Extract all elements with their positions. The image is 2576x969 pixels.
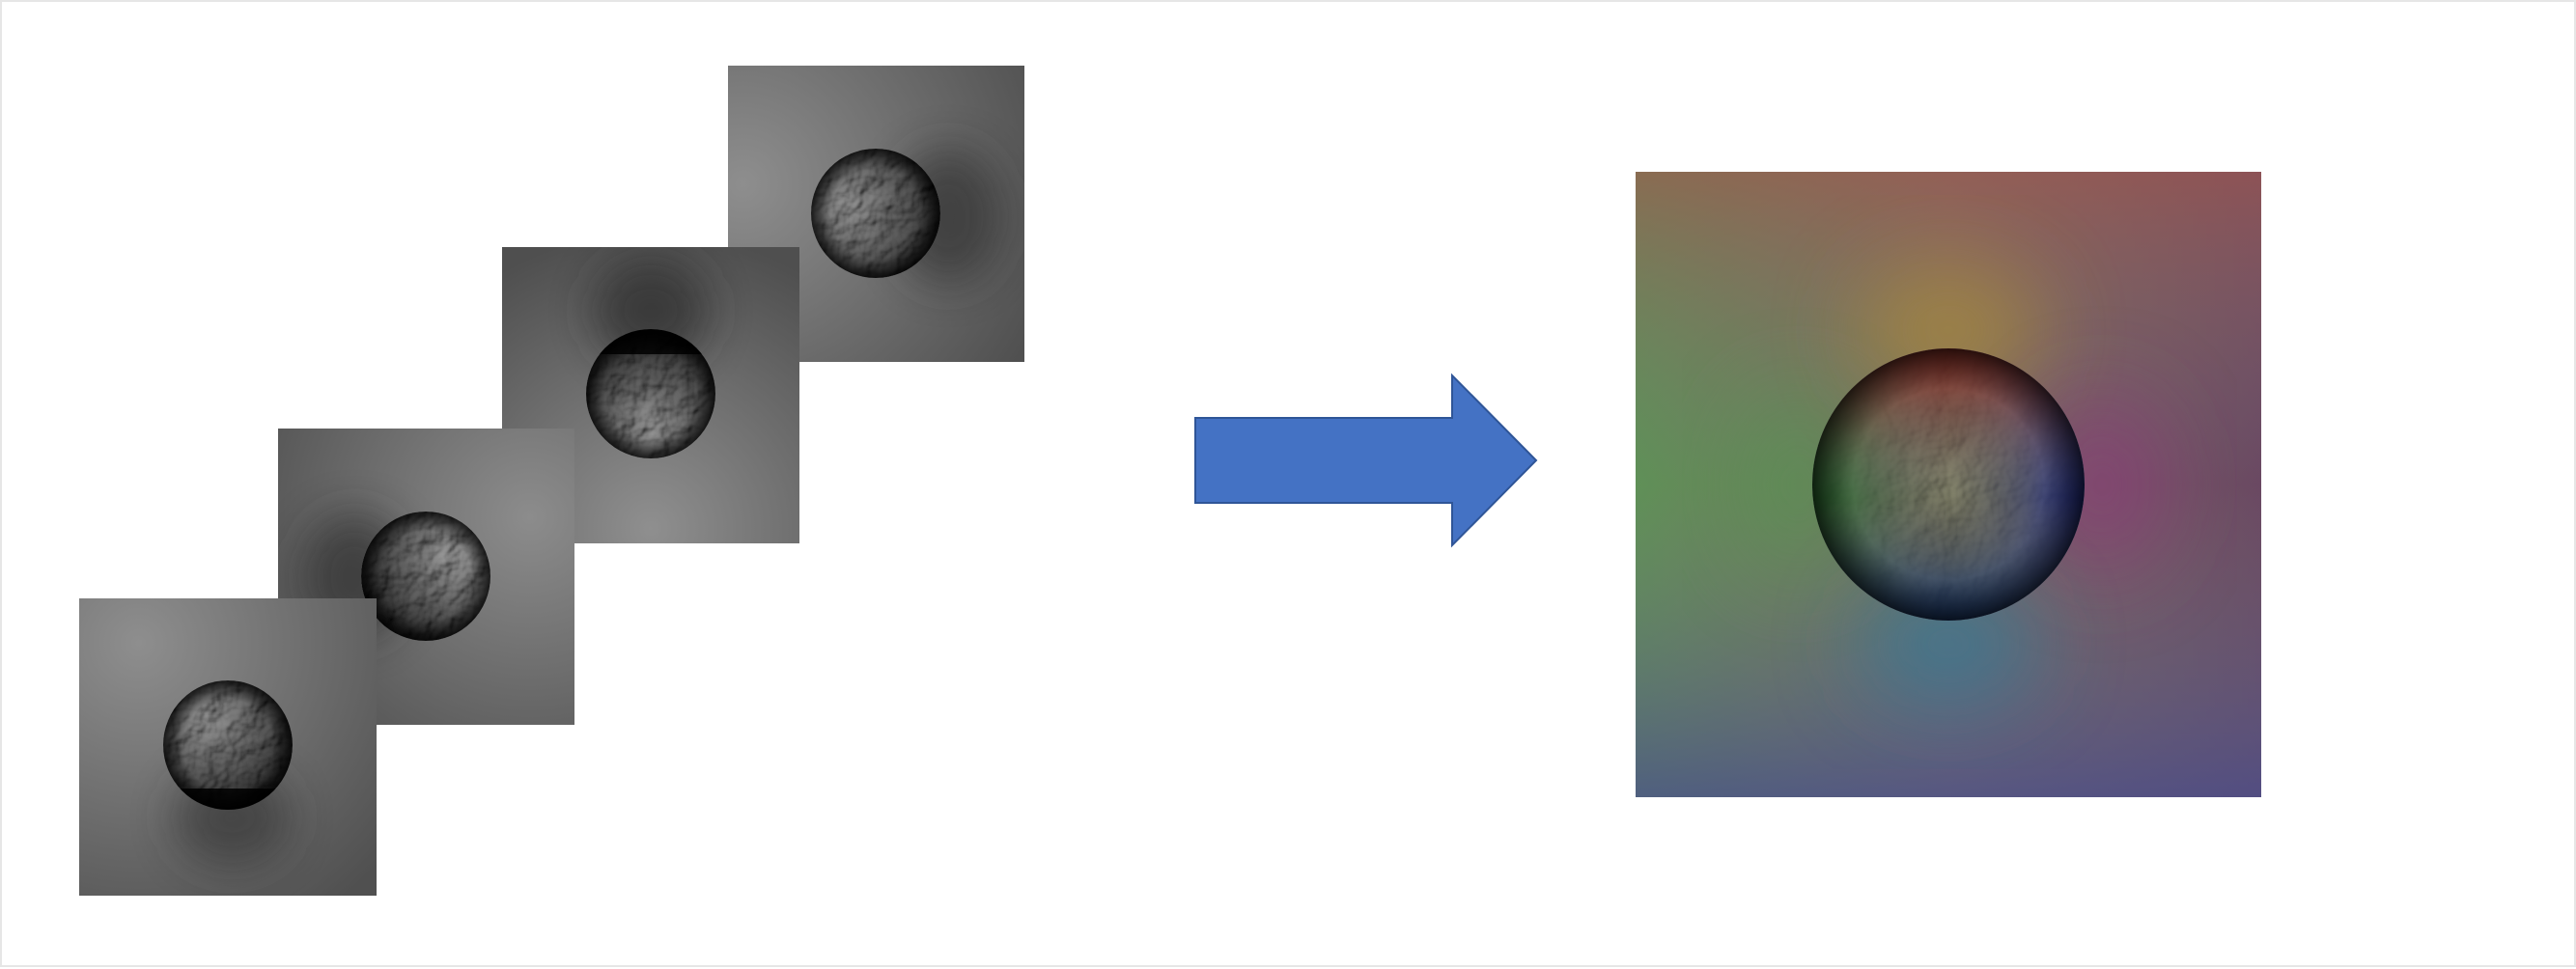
normal-map-output [1636,172,2261,797]
input-image-1 [79,598,377,896]
right-arrow-icon [1194,373,1538,548]
input-image-3 [502,247,799,543]
